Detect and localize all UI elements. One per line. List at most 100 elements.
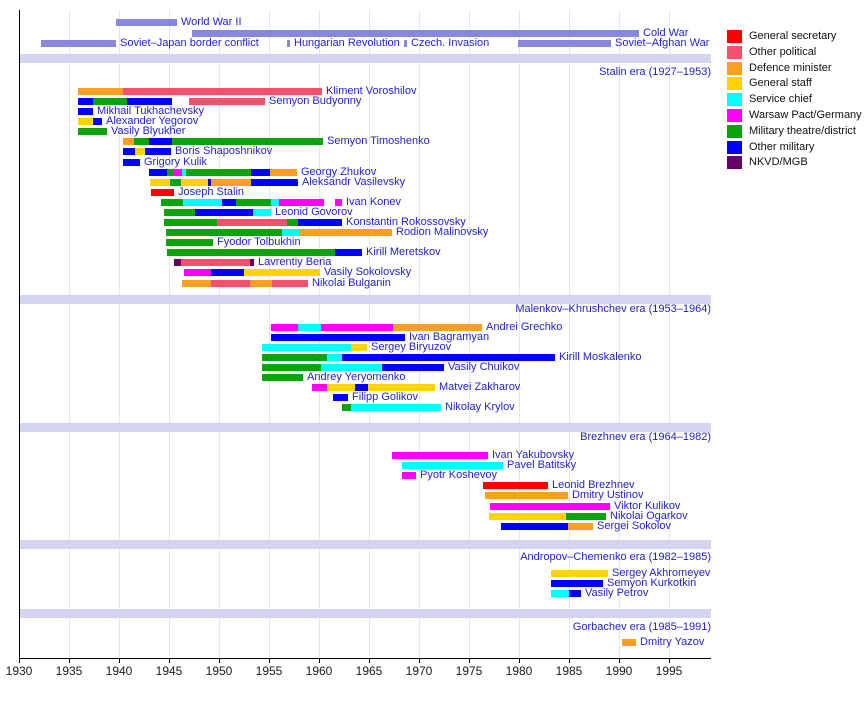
axis-tick-label: 1935 [55,664,83,678]
legend-label: Military theatre/district [749,124,856,137]
axis-tick [119,659,120,663]
timeline-bar-segment [299,229,392,237]
person-label: Vasily Petrov [585,587,649,599]
person-label: Konstantin Rokossovsky [346,216,466,229]
axis-tick [19,659,20,663]
timeline-bar-segment [489,512,566,520]
legend-swatch [727,77,742,91]
timeline-bar-segment [93,98,127,106]
timeline-bar-segment [149,168,167,176]
timeline-bar-segment [170,178,181,186]
person-label: Joseph Stalin [178,185,245,198]
timeline-bar-segment [271,324,298,331]
person-label: Vasily Sokolovsky [324,266,412,279]
timeline-bar-segment [251,178,298,186]
axis-tick [219,659,220,663]
person-label: Ivan Yakubovsky [492,449,575,461]
person-label: Vasily Chuikov [448,361,520,373]
timeline-bar-segment [568,522,593,530]
grid-line [169,10,170,658]
axis-tick [469,659,470,663]
era-header: Brezhnev era (1964–1982) [580,431,711,443]
axis-tick [69,659,70,663]
axis-tick [169,659,170,663]
timeline-bar-segment [189,98,265,106]
grid-line [419,10,420,658]
person-label: Semyon Timoshenko [327,135,430,148]
person-label: Andrey Yeryomenko [307,371,406,383]
timeline-bar-segment [217,219,287,227]
timeline-bar-segment [483,482,548,490]
timeline-bar-segment [166,239,213,247]
war-label: Czech. Invasion [411,37,490,49]
timeline-bar-segment [184,269,211,277]
timeline-bar-segment [566,512,606,520]
timeline-bar-segment [271,198,279,206]
timeline-bar-segment [262,354,327,361]
timeline-bar-segment [167,249,335,257]
timeline-bar-segment [622,639,636,646]
timeline-bar-segment [490,502,610,510]
person-label: Andrei Grechko [486,321,563,333]
grid-line [519,10,520,658]
timeline-bar-segment [253,208,271,216]
timeline-bar-segment [251,168,270,176]
timeline-bar-segment [393,324,482,331]
timeline-bar-segment [181,259,250,267]
timeline-bar-segment [181,178,208,186]
axis-tick-label: 1950 [205,664,233,678]
grid-line [619,10,620,658]
timeline-bar-segment [298,219,342,227]
war-bar [192,29,639,37]
timeline-bar-segment [272,279,308,287]
timeline-bar-segment [250,259,254,267]
timeline-bar-segment [127,98,172,106]
timeline-bar-segment [402,462,503,470]
person-label: Dmitry Yazov [640,636,705,648]
legend-swatch [727,140,742,154]
person-label: Viktor Kulikov [614,499,681,512]
timeline-bar-segment [351,344,367,351]
timeline-bar-segment [211,178,251,186]
axis-tick [369,659,370,663]
timeline-bar-segment [569,590,581,597]
timeline-bar-segment [501,522,568,530]
timeline-bar-segment [78,88,123,95]
era-header: Malenkov–Khrushchev era (1953–1964) [515,303,711,315]
x-axis [19,658,711,659]
person-label: Nikolai Bulganin [312,276,391,289]
timeline-bar-segment [298,324,321,331]
timeline-bar-segment [93,118,102,126]
person-label: Mikhail Tukhachevsky [97,105,204,118]
person-label: Georgy Zhukov [301,165,377,178]
axis-tick [569,659,570,663]
timeline-bar-segment [174,259,181,267]
era-band [19,54,711,63]
person-label: Dmitry Ustinov [572,489,644,502]
person-label: Nikolai Ogarkov [610,509,688,522]
timeline-bar-segment [211,269,244,277]
person-label: Ivan Konev [346,195,402,208]
axis-tick-label: 1945 [155,664,183,678]
person-label: Leonid Brezhnev [552,479,635,492]
timeline-bar-segment [270,168,297,176]
timeline-bar-segment [149,138,172,146]
timeline-bar-segment [182,168,186,176]
timeline-bar-segment [211,279,250,287]
timeline-bar-segment [164,208,195,216]
grid-line [269,10,270,658]
legend-label: Service chief [749,93,812,106]
timeline-bar-segment [208,178,211,186]
person-label: Leonid Govorov [275,205,353,218]
era-header: Gorbachev era (1985–1991) [572,621,711,633]
legend-label: Defence minister [749,61,832,74]
axis-tick [319,659,320,663]
timeline-bar-segment [327,384,355,391]
axis-tick-label: 1980 [505,664,533,678]
timeline-bar-segment [335,198,342,206]
timeline-bar-segment [123,148,135,156]
person-label: Boris Shaposhnikov [175,145,273,158]
axis-tick [669,659,670,663]
person-label: Grigory Kulik [144,155,207,168]
grid-line [219,10,220,658]
